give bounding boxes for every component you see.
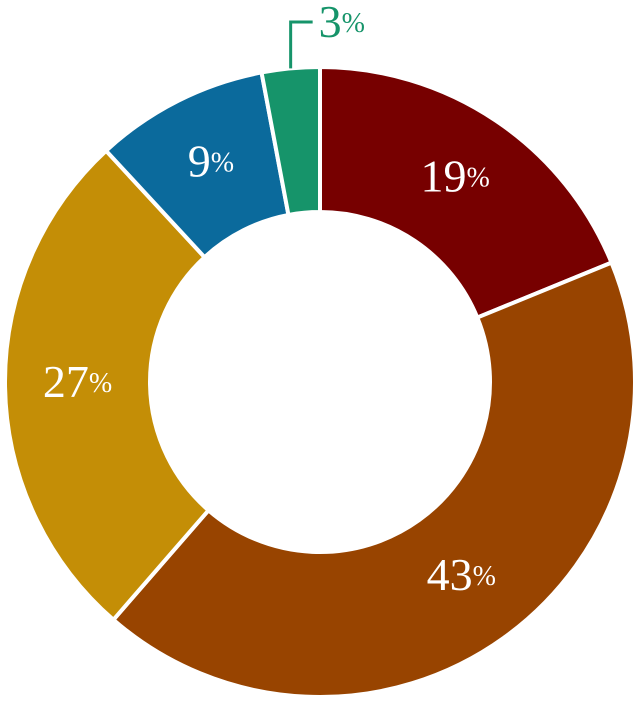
leader-line bbox=[289, 20, 313, 69]
donut-slice bbox=[110, 259, 637, 699]
value-label: 3% bbox=[319, 0, 365, 47]
value-label: 27% bbox=[43, 355, 112, 406]
value-label: 43% bbox=[427, 549, 496, 600]
value-label: 19% bbox=[420, 150, 489, 201]
donut-slice bbox=[3, 147, 212, 623]
donut-slice bbox=[259, 64, 322, 218]
value-label: 9% bbox=[188, 135, 234, 186]
donut-slice bbox=[318, 64, 615, 321]
